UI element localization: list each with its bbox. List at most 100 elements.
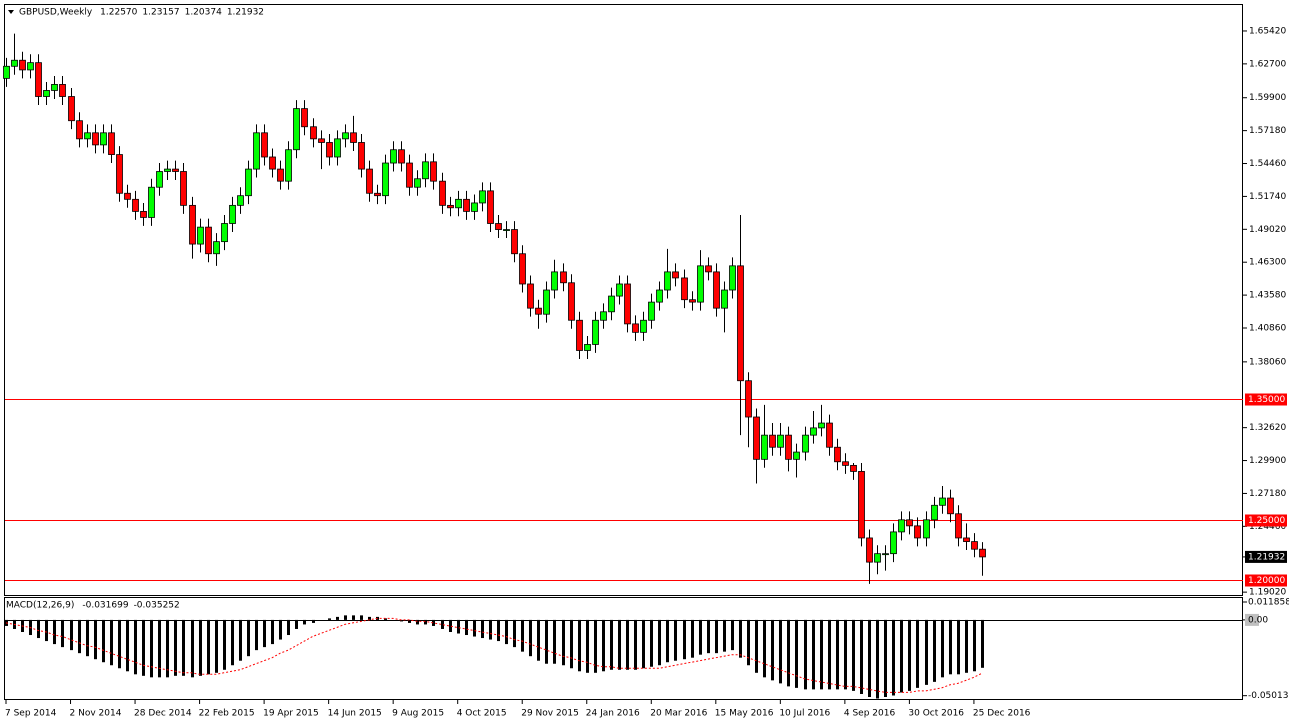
x-tick-label: 22 Feb 2015: [199, 709, 255, 719]
candle-body: [721, 289, 728, 309]
candle-body: [11, 59, 18, 67]
candle-body: [229, 204, 236, 224]
candle-body: [3, 65, 10, 79]
x-tick-label: 4 Sep 2016: [844, 709, 896, 719]
candle-body: [406, 162, 413, 188]
candle-body: [382, 162, 389, 197]
y-tick-label: 1.43580: [1249, 291, 1286, 301]
menu-arrow[interactable]: [8, 10, 14, 14]
candle-body: [834, 446, 841, 463]
candle-body: [414, 178, 421, 188]
level-label: 1.35000: [1248, 395, 1285, 405]
x-tick-label: 28 Dec 2014: [134, 709, 192, 719]
candle-body: [495, 223, 502, 230]
candle-body: [672, 271, 679, 279]
candle-body: [398, 149, 405, 164]
y-tick-label: 1.32620: [1249, 423, 1286, 433]
y-tick-label: 1.65420: [1249, 26, 1286, 36]
candle-body: [148, 186, 155, 218]
header-value: -0.031699: [82, 601, 128, 611]
candle-body: [697, 265, 704, 303]
candle-body: [543, 289, 550, 315]
y-tick-label: 1.46300: [1249, 258, 1286, 268]
candle-body: [277, 168, 284, 182]
candle-body: [745, 380, 752, 418]
candle-body: [326, 142, 333, 158]
candle-body: [301, 108, 308, 128]
x-tick-label: 30 Oct 2016: [908, 709, 964, 719]
candle-body: [705, 265, 712, 273]
candle-body: [189, 204, 196, 245]
candle-body: [664, 271, 671, 291]
x-tick-label: 9 Aug 2015: [392, 709, 444, 719]
candle-body: [455, 198, 462, 209]
candle-body: [366, 168, 373, 194]
candle-body: [439, 180, 446, 206]
candle-body: [576, 319, 583, 351]
candle-body: [551, 271, 558, 291]
candle-body: [350, 132, 357, 143]
x-tick-label: 2 Nov 2014: [70, 709, 122, 719]
candle-body: [858, 471, 865, 539]
candle-body: [390, 149, 397, 164]
candle-body: [334, 138, 341, 158]
candle-body: [318, 138, 325, 143]
candle-body: [59, 84, 66, 97]
candle-body: [253, 132, 260, 170]
candle-body: [793, 451, 800, 460]
candle-body: [92, 132, 99, 146]
candle-body: [84, 132, 91, 140]
x-tick-label: 14 Jun 2015: [328, 709, 382, 719]
y-tick-label: 1.40860: [1249, 323, 1286, 333]
candle-body: [866, 537, 873, 563]
candle-body: [100, 132, 107, 146]
y-tick-label: 0.00: [1248, 615, 1268, 625]
candle-body: [172, 168, 179, 172]
candle-body: [568, 282, 575, 321]
signal-line: [5, 617, 983, 693]
y-tick-label: 0.011858: [1248, 597, 1289, 607]
candle-body: [35, 62, 42, 97]
candle-body: [51, 84, 58, 91]
candle-body: [648, 301, 655, 321]
candle-body: [430, 161, 437, 182]
candle-body: [237, 195, 244, 206]
candle-body: [898, 519, 905, 533]
candle-body: [68, 96, 75, 122]
candle-body: [850, 464, 857, 472]
level-label-bg: [1245, 393, 1287, 406]
price-panel: [4, 4, 1243, 596]
candle-body: [769, 434, 776, 448]
y-tick-label: 1.54460: [1249, 159, 1286, 169]
level-label: 1.20000: [1248, 576, 1285, 586]
candle-body: [890, 531, 897, 555]
x-tick-label: 19 Apr 2015: [263, 709, 319, 719]
candle-body: [640, 319, 647, 333]
candle-body: [818, 422, 825, 429]
candle-body: [971, 541, 978, 550]
macd-panel: [4, 597, 1243, 700]
y-tick-label: 1.29900: [1249, 456, 1286, 466]
x-tick-label: 4 Oct 2015: [457, 709, 507, 719]
candle-body: [108, 132, 115, 155]
candle-body: [76, 120, 83, 140]
candle-body: [826, 422, 833, 448]
candle-body: [914, 525, 921, 539]
y-tick-label: 1.38060: [1249, 357, 1286, 367]
header-value: -0.035252: [134, 601, 180, 611]
candle-body: [124, 192, 131, 200]
candle-body: [511, 229, 518, 255]
candle-body: [632, 323, 639, 333]
y-tick-label: 1.59900: [1249, 93, 1286, 103]
candle-body: [729, 265, 736, 291]
candle-body: [939, 497, 946, 506]
candle-body: [584, 344, 591, 351]
candle-body: [592, 319, 599, 345]
candle-body: [221, 223, 228, 243]
candle-body: [600, 311, 607, 321]
candle-body: [810, 427, 817, 436]
candle-body: [874, 553, 881, 563]
candle-body: [285, 149, 292, 182]
candle-body: [342, 132, 349, 140]
